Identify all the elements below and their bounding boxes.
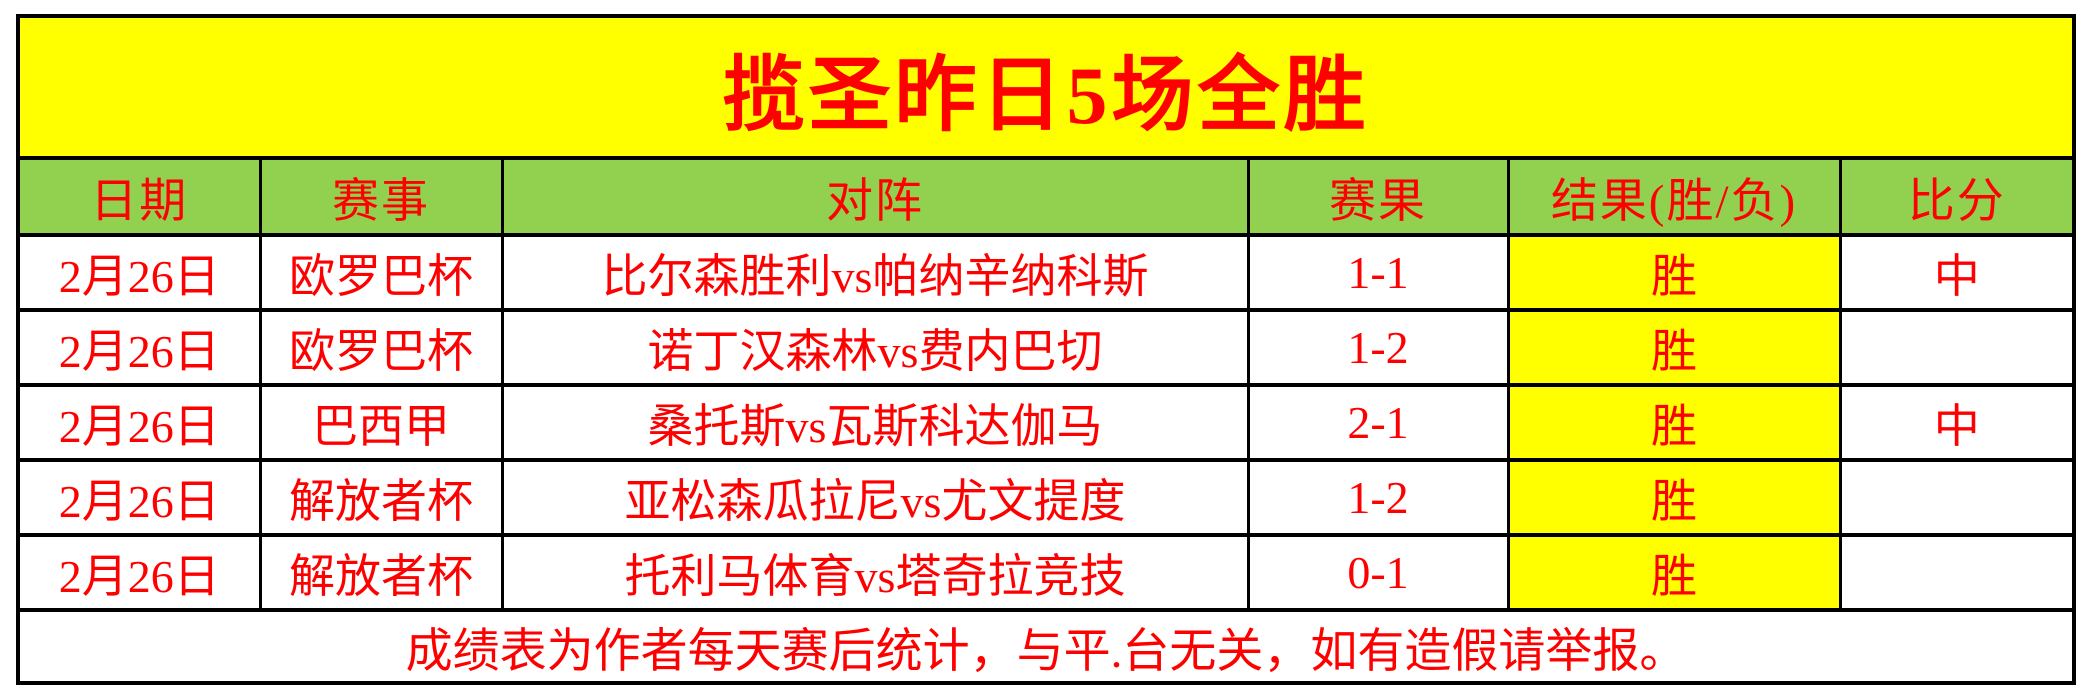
table-row: 2月26日 解放者杯 亚松森瓜拉尼vs尤文提度 1-2 胜 xyxy=(16,458,2076,537)
cell-matchup: 亚松森瓜拉尼vs尤文提度 xyxy=(500,458,1250,537)
cell-matchup: 诺丁汉森林vs费内巴切 xyxy=(500,308,1250,387)
table-row: 2月26日 巴西甲 桑托斯vs瓦斯科达伽马 2-1 胜中 xyxy=(16,383,2076,462)
cell-result: 胜 xyxy=(1506,533,1842,612)
cell-result: 胜 xyxy=(1506,308,1842,387)
cell-competition: 欧罗巴杯 xyxy=(258,308,504,387)
results-sheet: 揽圣昨日5场全胜 日期 赛事 对阵 赛果 结果(胜/负) 比分 2月26日 欧罗巴… xyxy=(16,14,2077,685)
col-header-date: 日期 xyxy=(16,156,262,237)
cell-result: 胜 xyxy=(1506,383,1842,462)
table-row: 2月26日 欧罗巴杯 诺丁汉森林vs费内巴切 1-2 胜 xyxy=(16,308,2076,387)
cell-matchup: 比尔森胜利vs帕纳辛纳科斯 xyxy=(500,233,1250,312)
table-row: 2月26日 欧罗巴杯 比尔森胜利vs帕纳辛纳科斯 1-1 胜中 xyxy=(16,233,2076,312)
header-row: 日期 赛事 对阵 赛果 结果(胜/负) 比分 xyxy=(16,156,2076,237)
col-header-result: 结果(胜/负) xyxy=(1506,156,1842,237)
cell-hit: 中 xyxy=(1838,233,2076,312)
cell-hit xyxy=(1838,308,2076,387)
cell-competition: 解放者杯 xyxy=(258,533,504,612)
col-header-competition: 赛事 xyxy=(258,156,504,237)
table-row: 2月26日 解放者杯 托利马体育vs塔奇拉竞技 0-1 胜 xyxy=(16,533,2076,612)
cell-matchup: 桑托斯vs瓦斯科达伽马 xyxy=(500,383,1250,462)
cell-hit: 中 xyxy=(1838,383,2076,462)
cell-date: 2月26日 xyxy=(16,233,262,312)
cell-hit xyxy=(1838,533,2076,612)
cell-date: 2月26日 xyxy=(16,533,262,612)
cell-competition: 巴西甲 xyxy=(258,383,504,462)
cell-score: 2-1 xyxy=(1246,383,1510,462)
cell-score: 0-1 xyxy=(1246,533,1510,612)
col-header-score: 赛果 xyxy=(1246,156,1510,237)
cell-date: 2月26日 xyxy=(16,383,262,462)
cell-date: 2月26日 xyxy=(16,308,262,387)
cell-score: 1-1 xyxy=(1246,233,1510,312)
footer-row: 成绩表为作者每天赛后统计，与平.台无关，如有造假请举报。 xyxy=(16,608,2076,685)
cell-competition: 解放者杯 xyxy=(258,458,504,537)
cell-hit xyxy=(1838,458,2076,537)
col-header-matchup: 对阵 xyxy=(500,156,1250,237)
cell-score: 1-2 xyxy=(1246,308,1510,387)
results-table: 揽圣昨日5场全胜 日期 赛事 对阵 赛果 结果(胜/负) 比分 2月26日 欧罗巴… xyxy=(16,14,2077,685)
col-header-hit: 比分 xyxy=(1838,156,2076,237)
cell-score: 1-2 xyxy=(1246,458,1510,537)
cell-result: 胜 xyxy=(1506,233,1842,312)
cell-date: 2月26日 xyxy=(16,458,262,537)
title-banner: 揽圣昨日5场全胜 xyxy=(16,14,2076,160)
cell-competition: 欧罗巴杯 xyxy=(258,233,504,312)
cell-matchup: 托利马体育vs塔奇拉竞技 xyxy=(500,533,1250,612)
footer-note: 成绩表为作者每天赛后统计，与平.台无关，如有造假请举报。 xyxy=(16,608,2076,685)
cell-result: 胜 xyxy=(1506,458,1842,537)
title-row: 揽圣昨日5场全胜 xyxy=(16,14,2076,160)
